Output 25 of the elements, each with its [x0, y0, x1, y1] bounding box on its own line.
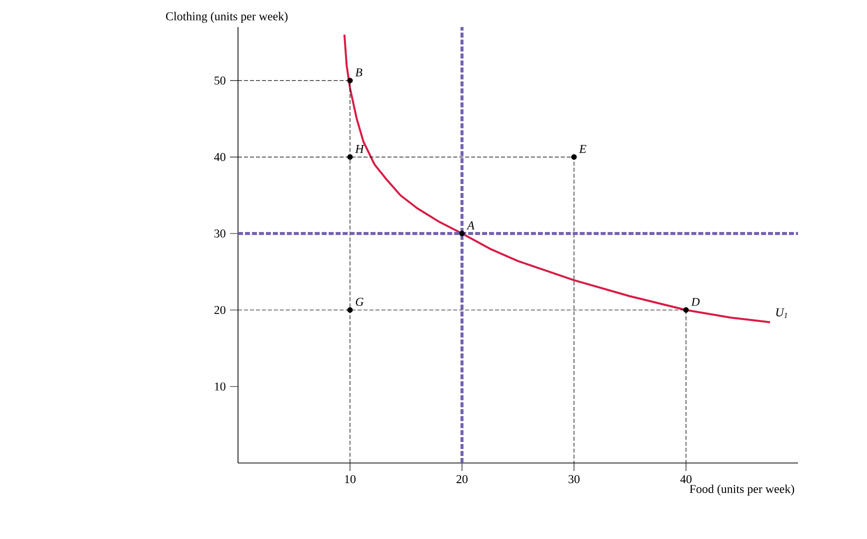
x-tick-label: 40	[680, 475, 692, 484]
point	[459, 230, 465, 236]
x-tick-label: 30	[568, 475, 580, 484]
y-tick-label: 30	[214, 229, 226, 238]
annotation: D	[691, 298, 700, 306]
annotation: U$_{1}$	[776, 308, 787, 318]
y-tick-label: 10	[214, 382, 226, 391]
y-tick-label: 20	[214, 306, 226, 314]
line-series	[343, 34, 772, 324]
point	[683, 307, 689, 313]
point	[347, 154, 353, 160]
annotation: G	[356, 298, 364, 306]
x-tick-label: 10	[345, 475, 356, 484]
annotation: E	[579, 145, 586, 153]
x-axis-title: Food (units per week)	[690, 484, 794, 496]
x-tick-label: 20	[456, 475, 468, 484]
annotation: A	[466, 221, 475, 230]
point	[347, 307, 353, 313]
point	[347, 78, 353, 84]
y-axis-title: Clothing (units per week)	[166, 12, 288, 23]
annotation: H	[355, 145, 364, 153]
point	[571, 154, 577, 160]
y-tick-label: 50	[214, 76, 226, 85]
y-tick-label: 40	[214, 152, 226, 162]
annotation: B	[355, 68, 362, 76]
